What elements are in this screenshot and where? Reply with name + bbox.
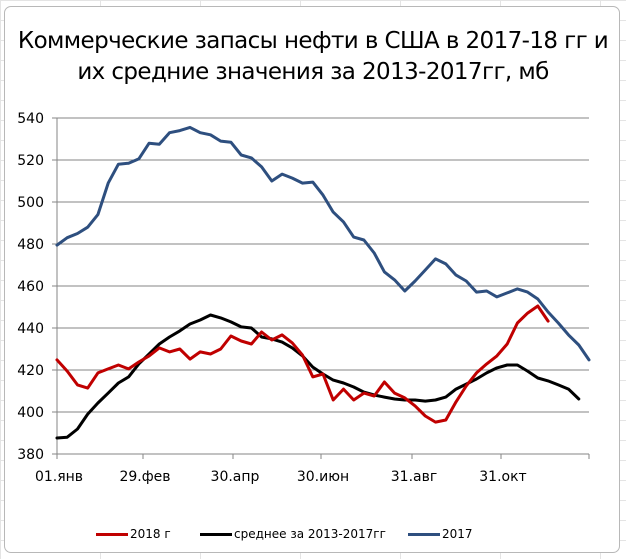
y-tick-label: 440 bbox=[17, 321, 44, 337]
legend-label: 2018 г bbox=[130, 527, 171, 541]
x-tick-label: 31.окт bbox=[479, 469, 526, 485]
chart-frame[interactable] bbox=[4, 6, 620, 553]
x-axis: 01.янв 29.фев 30.апр 30.июн 31.авг 31.окт bbox=[35, 454, 590, 485]
x-tick-label: 29.фев bbox=[119, 469, 170, 485]
x-tick-label: 30.апр bbox=[211, 469, 260, 485]
legend-item-average: среднее за 2013-2017гг bbox=[200, 524, 386, 544]
y-tick-label: 540 bbox=[17, 111, 44, 127]
y-axis-ticks: 380 400 420 440 460 480 500 520 540 bbox=[17, 111, 44, 463]
legend-swatch-red bbox=[96, 532, 128, 536]
legend-swatch-blue bbox=[408, 532, 440, 536]
x-tick-label: 01.янв bbox=[35, 469, 83, 485]
x-tick-label: 30.июн bbox=[297, 469, 349, 485]
legend-swatch-black bbox=[200, 532, 232, 536]
x-tick-label: 31.авг bbox=[391, 469, 437, 485]
y-tick-label: 500 bbox=[17, 195, 44, 211]
y-tick-label: 520 bbox=[17, 153, 44, 169]
series-lines bbox=[55, 125, 591, 440]
legend-item-2017: 2017 bbox=[408, 524, 473, 544]
y-tick-label: 400 bbox=[17, 405, 44, 421]
legend: 2018 г среднее за 2013-2017гг 2017 bbox=[0, 524, 626, 544]
y-tick-label: 480 bbox=[17, 237, 44, 253]
y-tick-label: 420 bbox=[17, 363, 44, 379]
y-tick-label: 460 bbox=[17, 279, 44, 295]
legend-item-2018: 2018 г bbox=[96, 524, 171, 544]
legend-label: 2017 bbox=[442, 527, 473, 541]
chart-title-line-1: Коммерческие запасы нефти в США в 2017-1… bbox=[17, 28, 609, 54]
gridlines bbox=[52, 117, 589, 455]
series-line-2 bbox=[55, 125, 591, 362]
chart-title-line-2: их средние значения за 2013-2017гг, мб bbox=[77, 59, 549, 85]
series-line-0 bbox=[55, 304, 550, 424]
y-tick-label: 380 bbox=[17, 447, 44, 463]
chart-title: Коммерческие запасы нефти в США в 2017-1… bbox=[0, 26, 626, 88]
legend-label: среднее за 2013-2017гг bbox=[234, 527, 386, 541]
